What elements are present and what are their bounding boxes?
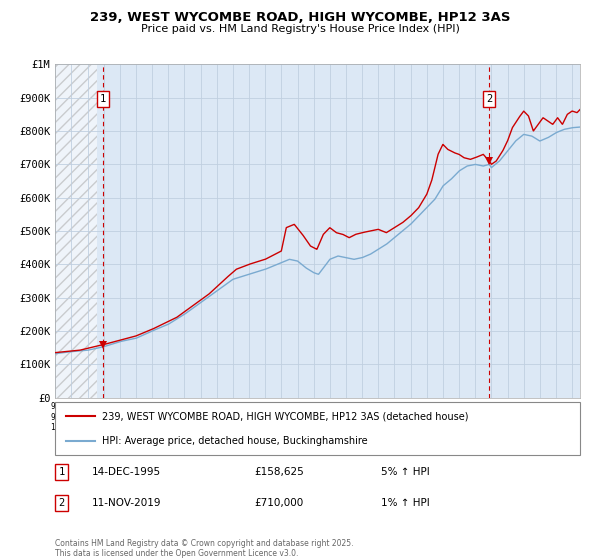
Text: 14-DEC-1995: 14-DEC-1995 bbox=[92, 467, 161, 477]
Text: 239, WEST WYCOMBE ROAD, HIGH WYCOMBE, HP12 3AS: 239, WEST WYCOMBE ROAD, HIGH WYCOMBE, HP… bbox=[90, 11, 510, 24]
Text: £158,625: £158,625 bbox=[254, 467, 304, 477]
Text: 1: 1 bbox=[58, 467, 65, 477]
Text: 5% ↑ HPI: 5% ↑ HPI bbox=[380, 467, 430, 477]
Text: Price paid vs. HM Land Registry's House Price Index (HPI): Price paid vs. HM Land Registry's House … bbox=[140, 24, 460, 34]
FancyBboxPatch shape bbox=[55, 402, 580, 455]
Text: Contains HM Land Registry data © Crown copyright and database right 2025.
This d: Contains HM Land Registry data © Crown c… bbox=[55, 539, 354, 558]
Bar bbox=[55, 64, 97, 398]
Text: 2: 2 bbox=[486, 95, 493, 104]
Text: 1% ↑ HPI: 1% ↑ HPI bbox=[380, 498, 430, 508]
Text: 1: 1 bbox=[100, 95, 106, 104]
Text: 11-NOV-2019: 11-NOV-2019 bbox=[92, 498, 161, 508]
Text: £710,000: £710,000 bbox=[254, 498, 304, 508]
Text: HPI: Average price, detached house, Buckinghamshire: HPI: Average price, detached house, Buck… bbox=[103, 436, 368, 446]
Text: 239, WEST WYCOMBE ROAD, HIGH WYCOMBE, HP12 3AS (detached house): 239, WEST WYCOMBE ROAD, HIGH WYCOMBE, HP… bbox=[103, 412, 469, 422]
Text: 2: 2 bbox=[58, 498, 65, 508]
